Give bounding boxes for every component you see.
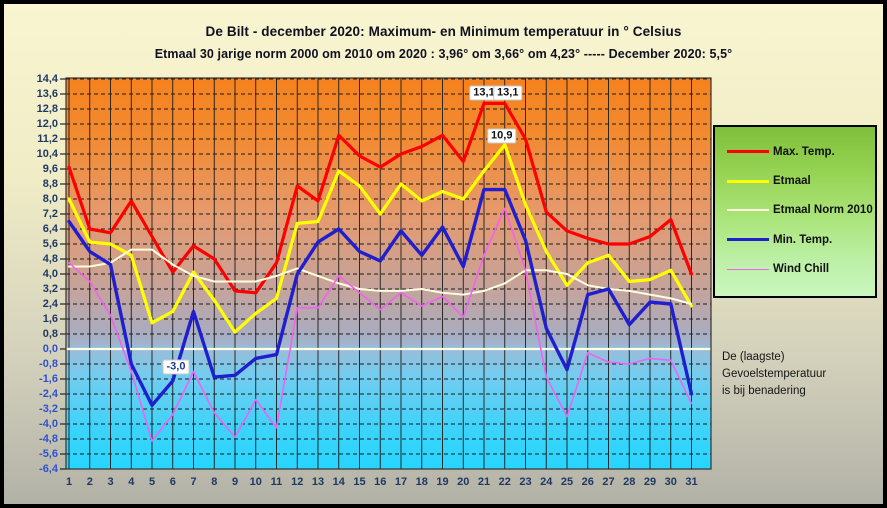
series-etmaal	[67, 143, 694, 334]
chart-plot-area	[4, 4, 883, 504]
legend-item: Max. Temp.	[727, 146, 865, 158]
y-tick-label: -2,4	[39, 387, 58, 400]
legend-item-label: Etmaal	[773, 175, 811, 188]
x-tick-label: 15	[353, 476, 366, 488]
y-tick-label: -4,8	[39, 432, 58, 445]
legend-item-label: Min. Temp.	[773, 233, 833, 246]
x-tick-label: 6	[169, 476, 176, 488]
x-tick-label: 14	[332, 476, 345, 488]
y-tick-label: -0,8	[39, 357, 58, 370]
legend-item: Etmaal Norm 2010	[727, 204, 873, 216]
x-tick-label: 1	[65, 476, 73, 488]
y-tick-label: 10,4	[36, 147, 58, 160]
y-tick-label: 12,0	[36, 117, 58, 130]
y-tick-label: 8,0	[42, 192, 58, 205]
series-min-temp-	[67, 187, 694, 407]
series-wind-chill	[68, 207, 693, 442]
wind-chill-note: De (laagste) Gevoelstemperatuur is bij b…	[722, 349, 882, 400]
legend-box: Max. Temp. Etmaal Etmaal Norm 2010 Min. Tem…	[713, 125, 877, 298]
legend-line-swatch	[727, 150, 769, 154]
x-tick-label: 25	[560, 476, 574, 488]
legend-item-label: Etmaal Norm 2010	[773, 204, 873, 217]
x-tick-label: 5	[148, 476, 156, 488]
legend-item: Wind Chill	[727, 263, 865, 275]
x-tick-label: 19	[436, 476, 449, 488]
x-tick-label: 29	[643, 476, 657, 488]
x-tick-label: 26	[581, 476, 594, 488]
legend-line-swatch	[727, 179, 769, 183]
value-annotation: 13,1	[493, 85, 523, 101]
chart-title: De Bilt - december 2020: Maximum- en Min…	[205, 24, 682, 39]
x-tick-label: 22	[498, 476, 511, 488]
legend-line-swatch	[727, 238, 769, 242]
x-tick-label: 31	[685, 476, 698, 488]
legend-item-label: Max. Temp.	[773, 145, 835, 158]
y-tick-label: -5,6	[39, 447, 58, 460]
y-tick-label: 0,0	[42, 342, 58, 355]
y-tick-label: -4,0	[39, 417, 58, 430]
y-tick-label: 5,6	[42, 237, 58, 250]
y-tick-label: 4,8	[42, 252, 58, 265]
chart-subtitle: Etmaal 30 jarige norm 2000 om 2010 om 20…	[154, 47, 733, 61]
note-line: Gevoelstemperatuur	[722, 368, 827, 380]
x-tick-label: 12	[291, 476, 304, 488]
y-tick-label: -1,6	[39, 372, 58, 385]
legend-item: Min. Temp.	[727, 234, 865, 246]
x-tick-label: 10	[249, 476, 262, 488]
value-annotation: 13,1	[469, 85, 499, 101]
value-annotation: -3,0	[162, 359, 190, 375]
x-tick-label: 21	[477, 476, 491, 488]
x-tick-label: 13	[311, 476, 325, 488]
x-tick-label: 8	[211, 476, 218, 488]
legend-line-swatch	[727, 209, 769, 212]
y-tick-label: -3,2	[39, 402, 58, 415]
y-tick-label: 0,8	[42, 327, 58, 340]
x-tick-label: 11	[270, 476, 283, 488]
x-tick-label: 20	[457, 476, 470, 488]
y-tick-label: 11,2	[37, 132, 58, 145]
x-tick-label: 16	[374, 476, 387, 488]
y-tick-label: 8,8	[42, 177, 58, 190]
note-line: is bij benadering	[722, 385, 806, 397]
y-tick-label: 12,8	[36, 102, 58, 115]
legend-item: Etmaal	[727, 175, 865, 187]
x-tick-label: 17	[394, 476, 408, 488]
y-tick-label: 3,2	[42, 282, 58, 295]
series-max-temp-	[67, 101, 694, 295]
y-tick-label: 9,6	[42, 162, 58, 175]
series-etmaal-norm-2010	[68, 248, 693, 305]
x-tick-label: 24	[540, 476, 553, 488]
x-tick-label: 7	[190, 476, 197, 488]
x-tick-label: 18	[415, 476, 428, 488]
y-tick-label: -6,4	[39, 462, 58, 475]
y-tick-label: 2,4	[42, 297, 58, 310]
note-line: De (laagste)	[722, 351, 785, 363]
x-tick-label: 28	[623, 476, 636, 488]
y-tick-label: 7,2	[42, 207, 58, 220]
x-tick-label: 27	[602, 476, 615, 488]
value-annotation: 10,9	[487, 128, 517, 144]
y-tick-label: 6,4	[42, 222, 58, 235]
x-tick-label: 4	[128, 476, 135, 488]
x-tick-label: 3	[107, 476, 114, 488]
chart-svg	[60, 77, 712, 470]
x-tick-label: 2	[86, 476, 93, 488]
x-tick-label: 9	[231, 476, 239, 488]
x-tick-label: 23	[519, 476, 532, 488]
legend-line-swatch	[727, 268, 769, 270]
x-tick-label: 30	[664, 476, 677, 488]
y-tick-label: 1,6	[42, 312, 58, 325]
y-tick-label: 13,6	[36, 87, 58, 100]
y-tick-label: 14,4	[36, 72, 58, 85]
legend-item-label: Wind Chill	[773, 263, 830, 276]
y-tick-label: 4,0	[42, 267, 58, 280]
